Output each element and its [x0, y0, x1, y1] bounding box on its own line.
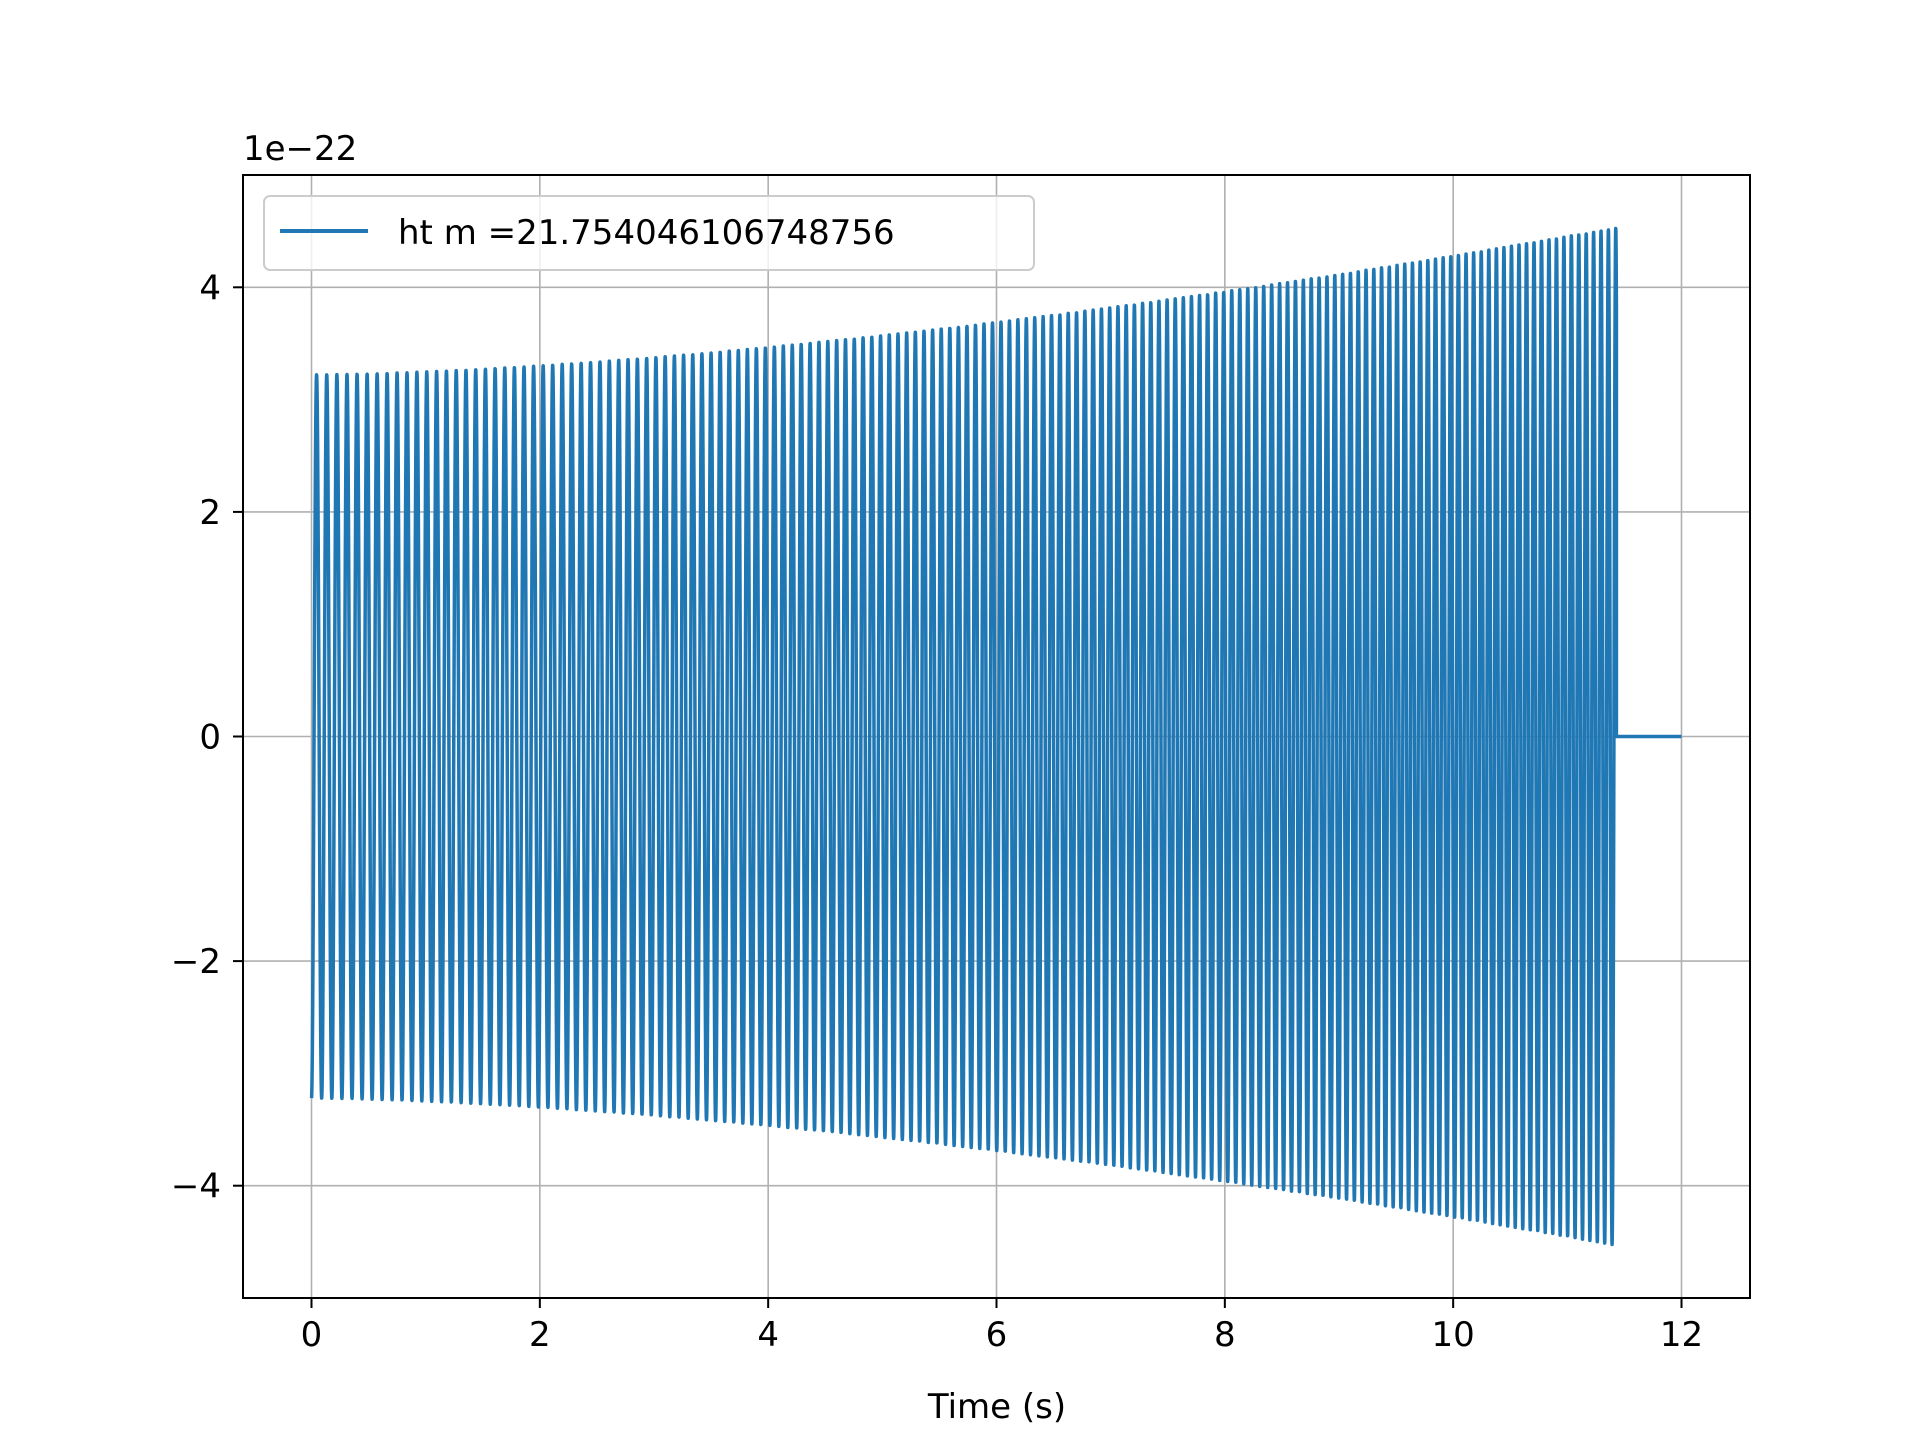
y-tick-label-1: −2: [171, 942, 221, 982]
x-tick-label-2: 4: [757, 1315, 779, 1355]
y-axis-offset-label: 1e−22: [243, 129, 357, 169]
x-tick-label-6: 12: [1660, 1315, 1703, 1355]
x-tick-label-3: 6: [986, 1315, 1008, 1355]
x-tick-label-0: 0: [301, 1315, 323, 1355]
x-tick-label-5: 10: [1432, 1315, 1475, 1355]
y-tick-label-0: −4: [171, 1167, 221, 1207]
y-tick-label-4: 4: [199, 268, 221, 308]
x-tick-label-1: 2: [529, 1315, 551, 1355]
x-tick-label-4: 8: [1214, 1315, 1236, 1355]
legend-entry-ht: ht m =21.754046106748756: [398, 213, 895, 253]
y-tick-label-3: 2: [199, 493, 221, 533]
legend: ht m =21.754046106748756: [264, 196, 1034, 270]
y-tick-label-2: 0: [199, 718, 221, 758]
x-axis-label: Time (s): [927, 1387, 1066, 1427]
